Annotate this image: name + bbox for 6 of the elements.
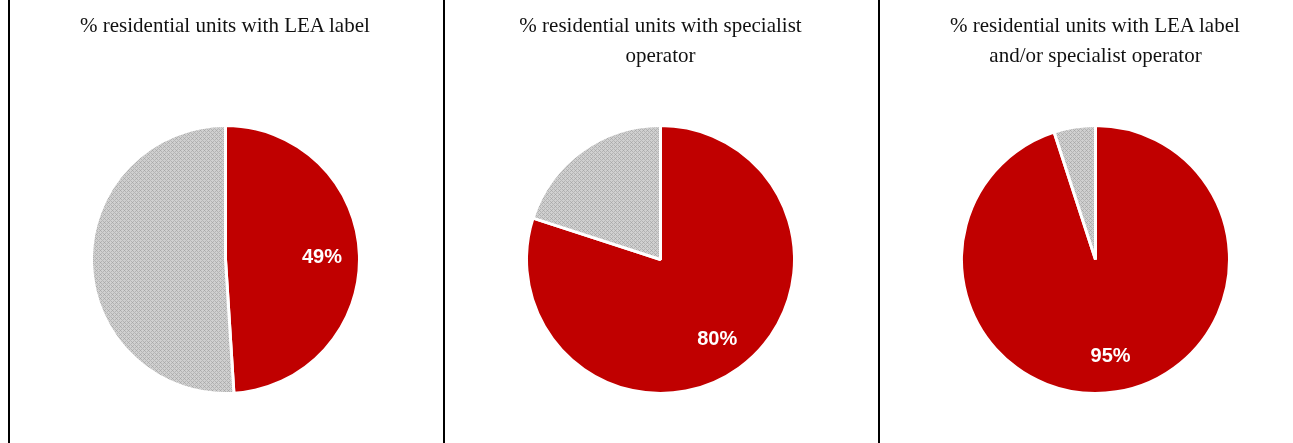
- chart-title: % residential units with LEA label: [79, 12, 371, 37]
- data-label: 95%: [1090, 343, 1131, 366]
- chart-title: % residential units with LEA label and/or specialist operator: [949, 12, 1241, 67]
- data-label: 49%: [301, 245, 343, 268]
- data-label: 80%: [697, 326, 738, 349]
- chart-title: % residential units with specialist operator: [519, 12, 802, 67]
